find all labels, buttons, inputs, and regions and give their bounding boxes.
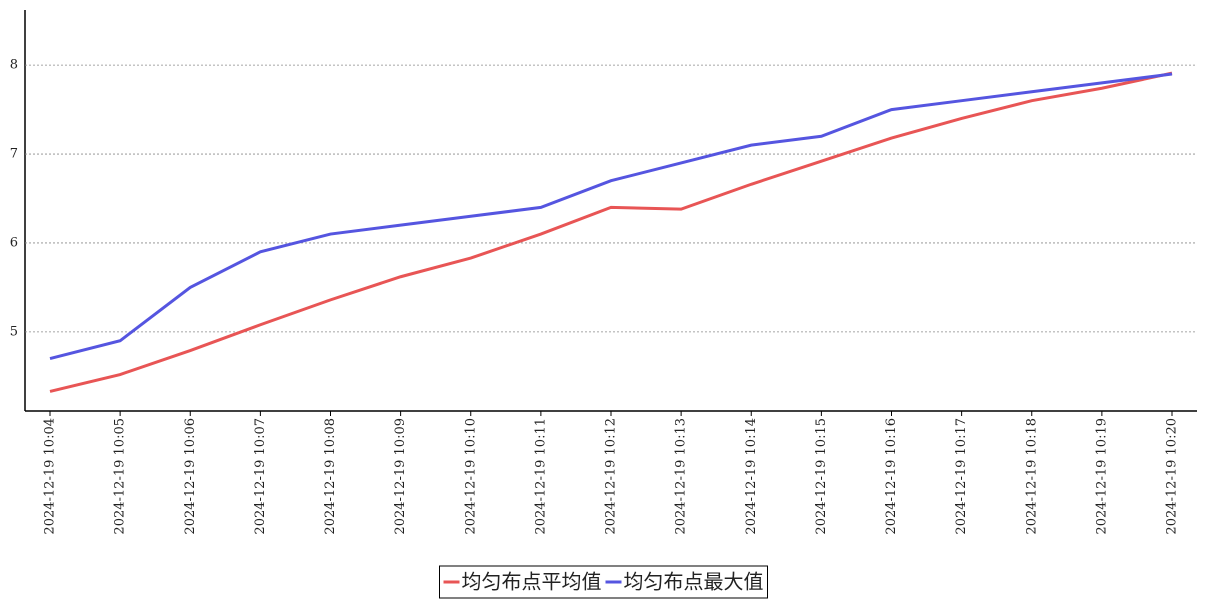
legend-label: 均匀布点最大值	[624, 570, 764, 594]
x-tick-label: 2024-12-19 10:08	[323, 418, 338, 535]
x-tick-label: 2024-12-19 10:09	[393, 418, 408, 535]
x-tick-label: 2024-12-19 10:05	[113, 418, 128, 535]
x-tick-label: 2024-12-19 10:12	[604, 418, 619, 535]
x-tick-label: 2024-12-19 10:10	[463, 418, 478, 535]
x-tick-label: 2024-12-19 10:19	[1094, 418, 1109, 535]
y-tick-label: 7	[10, 147, 18, 162]
legend-box	[439, 565, 768, 599]
x-tick-label: 2024-12-19 10:14	[744, 418, 759, 535]
x-tick-label: 2024-12-19 10:20	[1165, 418, 1180, 535]
x-tick-label: 2024-12-19 10:16	[884, 418, 899, 535]
x-tick-label: 2024-12-19 10:11	[533, 418, 548, 535]
x-tick-label: 2024-12-19 10:04	[43, 418, 58, 535]
x-tick-label: 2024-12-19 10:15	[814, 418, 829, 535]
legend: 均匀布点平均值 均匀布点最大值	[439, 565, 768, 599]
y-tick-label: 6	[10, 235, 18, 250]
x-tick-label: 2024-12-19 10:07	[253, 418, 268, 535]
x-tick-label: 2024-12-19 10:06	[183, 418, 198, 535]
x-tick-label: 2024-12-19 10:17	[954, 418, 969, 535]
legend-label: 均匀布点平均值	[462, 570, 602, 594]
x-tick-label: 2024-12-19 10:18	[1024, 418, 1039, 535]
x-tick-label: 2024-12-19 10:13	[674, 418, 689, 535]
y-tick-label: 5	[10, 324, 18, 339]
series-line	[49, 71, 1173, 393]
series-line	[49, 72, 1173, 360]
y-tick-label: 8	[10, 58, 18, 73]
